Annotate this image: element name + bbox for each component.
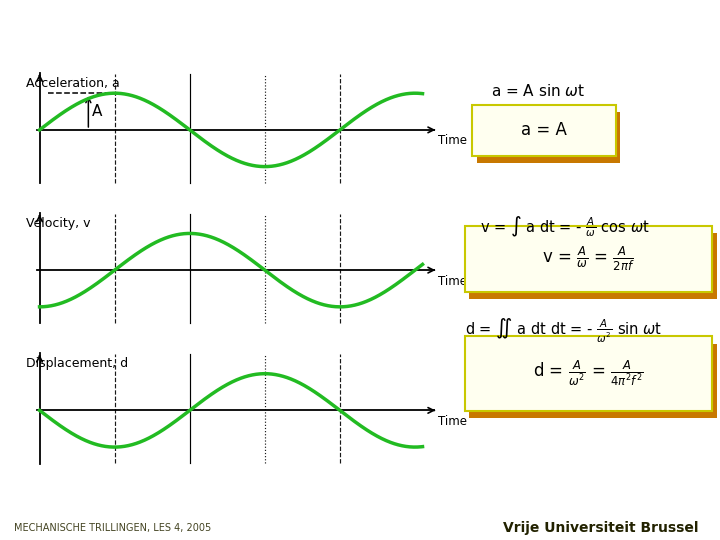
FancyBboxPatch shape: [469, 233, 717, 299]
Text: Time: Time: [438, 415, 467, 428]
Text: a = A sin $\omega$t: a = A sin $\omega$t: [490, 83, 585, 99]
FancyBboxPatch shape: [464, 226, 712, 292]
FancyBboxPatch shape: [464, 336, 712, 410]
Text: 5: 5: [356, 495, 364, 508]
Text: MECHANISCHE TRILLINGEN, LES 4, 2005: MECHANISCHE TRILLINGEN, LES 4, 2005: [14, 523, 212, 534]
Text: Acoustics & Vibration Research Group: Acoustics & Vibration Research Group: [446, 496, 644, 506]
Text: Acceleration, a: Acceleration, a: [26, 77, 120, 90]
Text: a = A: a = A: [521, 121, 567, 139]
FancyBboxPatch shape: [477, 112, 621, 163]
Text: Time: Time: [438, 274, 467, 287]
Text: A: A: [92, 104, 102, 119]
FancyBboxPatch shape: [472, 105, 616, 156]
Text: Vrije Universiteit Brussel: Vrije Universiteit Brussel: [503, 521, 698, 535]
Text: v = $\int$ a dt = - $\frac{A}{\omega}$ cos $\omega$t: v = $\int$ a dt = - $\frac{A}{\omega}$ c…: [480, 215, 650, 239]
Text: Velocity, v: Velocity, v: [26, 217, 91, 230]
Text: d = $\iint$ a dt dt = - $\frac{A}{\omega^2}$ sin $\omega$t: d = $\iint$ a dt dt = - $\frac{A}{\omega…: [464, 317, 662, 345]
FancyBboxPatch shape: [469, 344, 717, 418]
Text: Displacement, d: Displacement, d: [26, 357, 128, 370]
Text: v = $\frac{A}{\omega}$ = $\frac{A}{2\pi f}$: v = $\frac{A}{\omega}$ = $\frac{A}{2\pi …: [542, 245, 635, 273]
Text: d = $\frac{A}{\omega^2}$ = $\frac{A}{4\pi^2 f^2}$: d = $\frac{A}{\omega^2}$ = $\frac{A}{4\p…: [533, 359, 644, 388]
Text: Time: Time: [438, 134, 467, 147]
Text: Conversion from Acceleration to Displacement: Conversion from Acceleration to Displace…: [18, 21, 601, 44]
